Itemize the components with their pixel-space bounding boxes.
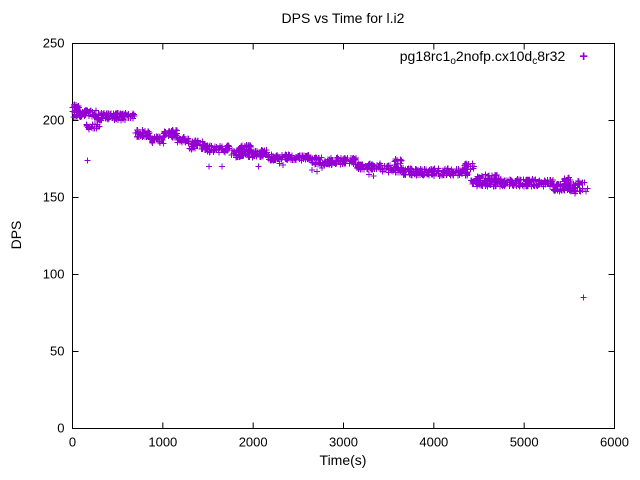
x-tick-label: 1000 [148, 435, 177, 450]
y-tick-label: 0 [57, 421, 64, 436]
legend-label-part: pg18rc1 [399, 48, 451, 64]
y-tick-label: 200 [43, 113, 65, 128]
legend-label-part: 2nofp.cx10d [455, 48, 533, 64]
legend-label-part: 8r32 [537, 48, 566, 64]
x-tick-label: 5000 [510, 435, 539, 450]
legend-label: pg18rc1o2nofp.cx10dc8r32 [399, 48, 566, 67]
x-tick-label: 3000 [329, 435, 358, 450]
axis-ticks [72, 43, 615, 429]
x-tick-label: 2000 [239, 435, 268, 450]
legend-marker-icon: + [579, 48, 588, 65]
y-tick-label: 100 [43, 267, 65, 282]
y-tick-label: 250 [43, 36, 65, 51]
scatter-points [69, 101, 591, 301]
chart-title: DPS vs Time for l.i2 [281, 10, 405, 26]
plot-border [72, 43, 615, 429]
x-tick-label: 6000 [600, 435, 629, 450]
y-tick-label: 50 [50, 344, 64, 359]
x-tick-label: 0 [69, 435, 76, 450]
y-tick-label: 150 [43, 190, 65, 205]
legend-label-sub: o [450, 56, 456, 67]
legend-label-sub: c [532, 56, 538, 67]
x-axis-label: Time(s) [319, 452, 367, 468]
legend: pg18rc1o2nofp.cx10dc8r32 + [399, 48, 588, 67]
x-tick-label: 4000 [419, 435, 448, 450]
